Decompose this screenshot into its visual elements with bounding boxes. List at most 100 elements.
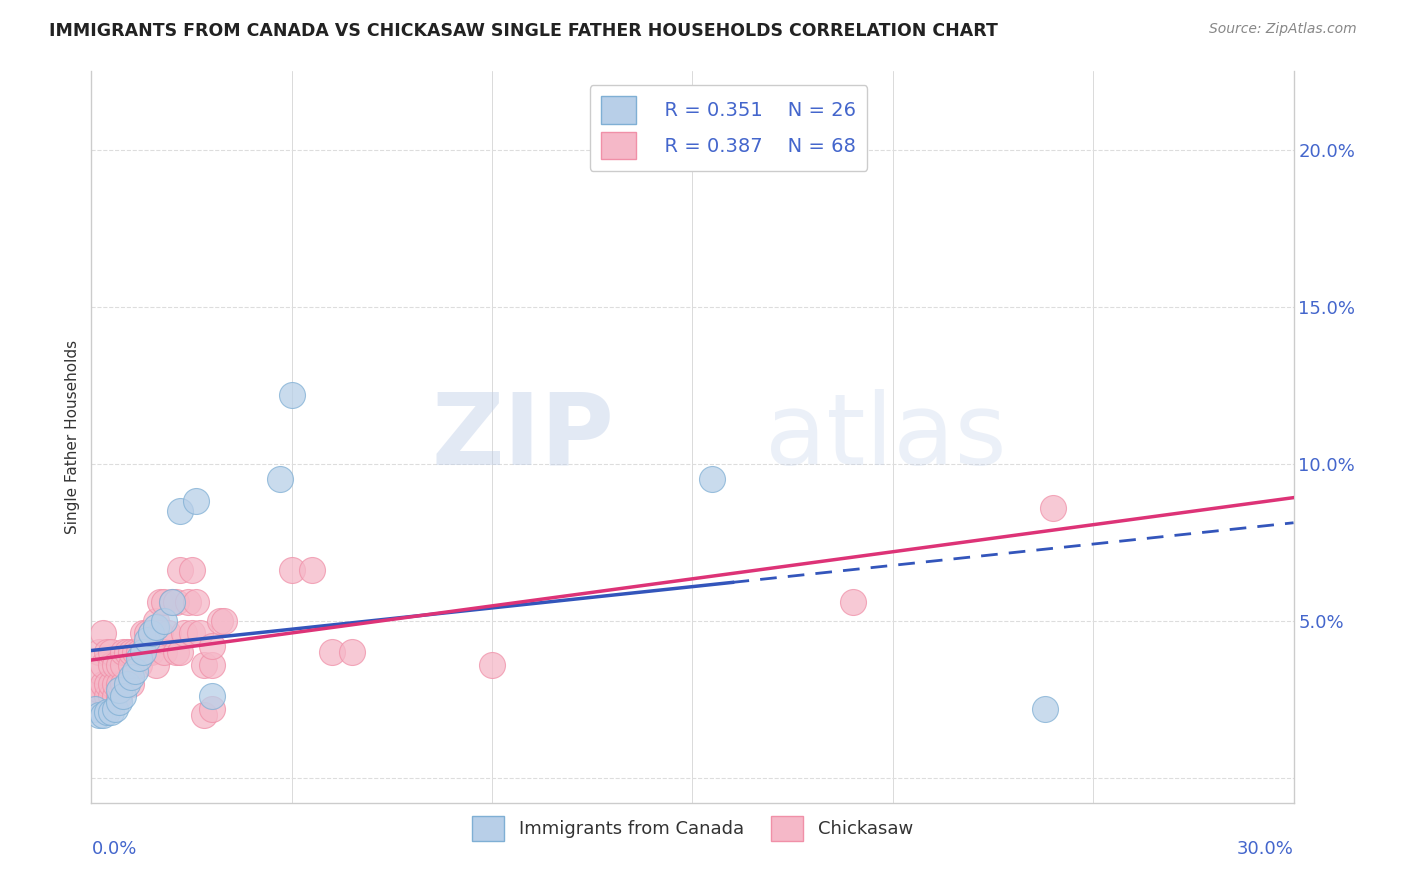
Point xyxy=(156,626,179,640)
Y-axis label: Single Father Households: Single Father Households xyxy=(65,340,80,534)
Point xyxy=(184,595,207,609)
Point xyxy=(208,614,231,628)
Point xyxy=(104,689,127,703)
Point xyxy=(169,504,191,518)
Point xyxy=(117,645,139,659)
Point xyxy=(141,626,163,640)
Point xyxy=(141,626,163,640)
Point xyxy=(96,705,118,719)
Point xyxy=(96,645,118,659)
Point xyxy=(148,595,170,609)
Point xyxy=(89,645,111,659)
Point xyxy=(121,657,143,672)
Point xyxy=(301,564,323,578)
Point xyxy=(128,645,150,659)
Text: ZIP: ZIP xyxy=(432,389,614,485)
Point xyxy=(121,670,143,684)
Point xyxy=(136,632,159,647)
Point xyxy=(201,639,224,653)
Point xyxy=(108,695,131,709)
Point xyxy=(128,657,150,672)
Point xyxy=(100,705,122,719)
Point xyxy=(212,614,235,628)
Point xyxy=(93,657,115,672)
Point xyxy=(93,676,115,690)
Point xyxy=(201,657,224,672)
Point xyxy=(193,707,215,722)
Point xyxy=(201,701,224,715)
Point xyxy=(152,614,174,628)
Point xyxy=(112,645,135,659)
Point xyxy=(124,645,146,659)
Point xyxy=(193,657,215,672)
Point xyxy=(148,626,170,640)
Point xyxy=(104,676,127,690)
Text: IMMIGRANTS FROM CANADA VS CHICKASAW SINGLE FATHER HOUSEHOLDS CORRELATION CHART: IMMIGRANTS FROM CANADA VS CHICKASAW SING… xyxy=(49,22,998,40)
Point xyxy=(100,657,122,672)
Point xyxy=(145,657,167,672)
Point xyxy=(165,595,187,609)
Point xyxy=(117,676,139,690)
Point xyxy=(340,645,363,659)
Point xyxy=(180,626,202,640)
Point xyxy=(128,651,150,665)
Text: 0.0%: 0.0% xyxy=(91,840,136,858)
Point xyxy=(188,626,211,640)
Text: 30.0%: 30.0% xyxy=(1237,840,1294,858)
Point xyxy=(165,645,187,659)
Point xyxy=(100,645,122,659)
Point xyxy=(108,689,131,703)
Text: atlas: atlas xyxy=(765,389,1007,485)
Point xyxy=(169,564,191,578)
Point xyxy=(173,626,195,640)
Point xyxy=(108,657,131,672)
Point xyxy=(100,676,122,690)
Point xyxy=(180,564,202,578)
Point xyxy=(1042,500,1064,515)
Point xyxy=(108,676,131,690)
Point xyxy=(112,657,135,672)
Point xyxy=(169,645,191,659)
Point xyxy=(281,387,304,401)
Point xyxy=(184,494,207,508)
Point xyxy=(96,689,118,703)
Point xyxy=(112,676,135,690)
Point xyxy=(132,626,155,640)
Point xyxy=(124,664,146,678)
Point xyxy=(112,689,135,703)
Point xyxy=(104,657,127,672)
Point xyxy=(176,595,198,609)
Point xyxy=(89,664,111,678)
Point xyxy=(481,657,503,672)
Point xyxy=(141,645,163,659)
Point xyxy=(89,707,111,722)
Point xyxy=(145,614,167,628)
Point xyxy=(96,676,118,690)
Point xyxy=(100,689,122,703)
Point xyxy=(841,595,863,609)
Point xyxy=(121,676,143,690)
Point xyxy=(84,701,107,715)
Point xyxy=(321,645,343,659)
Point xyxy=(269,473,291,487)
Point xyxy=(104,701,127,715)
Point xyxy=(93,626,115,640)
Point xyxy=(93,707,115,722)
Text: Source: ZipAtlas.com: Source: ZipAtlas.com xyxy=(1209,22,1357,37)
Point xyxy=(152,595,174,609)
Point xyxy=(281,564,304,578)
Point xyxy=(136,645,159,659)
Point xyxy=(132,645,155,659)
Point xyxy=(121,645,143,659)
Point xyxy=(84,689,107,703)
Point xyxy=(702,473,724,487)
Point xyxy=(152,645,174,659)
Point xyxy=(160,595,183,609)
Legend: Immigrants from Canada, Chickasaw: Immigrants from Canada, Chickasaw xyxy=(464,809,921,848)
Point xyxy=(108,682,131,697)
Point xyxy=(201,689,224,703)
Point xyxy=(160,595,183,609)
Point xyxy=(132,645,155,659)
Point xyxy=(1033,701,1056,715)
Point xyxy=(145,620,167,634)
